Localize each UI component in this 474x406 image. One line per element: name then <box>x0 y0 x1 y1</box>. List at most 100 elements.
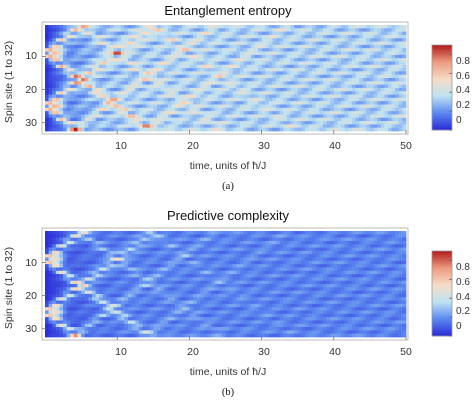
heatmap-cell <box>99 248 103 252</box>
heatmap-cell <box>200 91 204 95</box>
heatmap-cell <box>312 234 316 238</box>
heatmap-cell <box>305 71 309 75</box>
heatmap-cell <box>146 75 150 79</box>
heatmap-cell <box>294 261 298 265</box>
heatmap-cell <box>175 65 179 69</box>
heatmap-cell <box>272 65 276 69</box>
heatmap-cell <box>175 38 179 42</box>
heatmap-cell <box>207 124 211 128</box>
heatmap-cell <box>157 277 161 281</box>
heatmap-cell <box>215 118 219 122</box>
heatmap-cell <box>334 271 338 275</box>
heatmap-cell <box>99 45 103 49</box>
heatmap-cell <box>345 234 349 238</box>
heatmap-cell <box>139 108 143 112</box>
heatmap-cell <box>377 35 381 39</box>
heatmap-cell <box>139 81 143 85</box>
heatmap-cell <box>171 88 175 92</box>
heatmap-cell <box>99 264 103 268</box>
heatmap-cell <box>276 65 280 69</box>
heatmap-cell <box>319 271 323 275</box>
heatmap-cell <box>233 231 237 235</box>
heatmap-cell <box>352 231 356 235</box>
heatmap-cell <box>207 71 211 75</box>
heatmap-cell <box>56 78 60 82</box>
heatmap-cell <box>45 251 49 255</box>
heatmap-cell <box>298 78 302 82</box>
heatmap-cell <box>240 274 244 278</box>
heatmap-cell <box>207 121 211 125</box>
heatmap-cell <box>298 231 302 235</box>
heatmap-cell <box>290 105 294 109</box>
heatmap-cell <box>207 234 211 238</box>
heatmap-cell <box>294 88 298 92</box>
heatmap-cell <box>200 284 204 288</box>
heatmap-cell <box>345 114 349 118</box>
heatmap-cell <box>128 32 132 36</box>
heatmap-cell <box>355 25 359 29</box>
heatmap-cell <box>207 38 211 42</box>
heatmap-cell <box>236 238 240 242</box>
heatmap-cell <box>240 25 244 29</box>
heatmap-cell <box>355 118 359 122</box>
heatmap-cell <box>171 68 175 72</box>
heatmap-cell <box>81 42 85 46</box>
heatmap-cell <box>128 258 132 262</box>
heatmap-cell <box>146 248 150 252</box>
heatmap-cell <box>251 277 255 281</box>
heatmap-cell <box>67 85 71 89</box>
heatmap-cell <box>272 28 276 32</box>
heatmap-cell <box>218 52 222 56</box>
heatmap-cell <box>150 241 154 245</box>
heatmap-cell <box>49 274 53 278</box>
heatmap-cell <box>283 111 287 115</box>
heatmap-cell <box>85 55 89 59</box>
heatmap-cell <box>229 85 233 89</box>
heatmap-cell <box>142 254 146 258</box>
heatmap-cell <box>197 58 201 62</box>
heatmap-cell <box>305 52 309 56</box>
heatmap-cell <box>301 55 305 59</box>
heatmap-cell <box>374 88 378 92</box>
heatmap-cell <box>345 284 349 288</box>
heatmap-cell <box>157 91 161 95</box>
heatmap-cell <box>150 81 154 85</box>
heatmap-cell <box>233 101 237 105</box>
heatmap-cell <box>363 261 367 265</box>
heatmap-cell <box>327 105 331 109</box>
heatmap-cell <box>298 251 302 255</box>
heatmap-cell <box>251 58 255 62</box>
heatmap-cell <box>316 42 320 46</box>
heatmap-cell <box>193 108 197 112</box>
heatmap-cell <box>352 111 356 115</box>
heatmap-cell <box>161 238 165 242</box>
heatmap-cell <box>88 25 92 29</box>
heatmap-cell <box>49 281 53 285</box>
heatmap-cell <box>265 128 269 132</box>
heatmap-cell <box>200 267 204 271</box>
heatmap-cell <box>161 35 165 39</box>
heatmap-cell <box>59 25 63 29</box>
heatmap-cell <box>381 52 385 56</box>
heatmap-cell <box>146 277 150 281</box>
heatmap-cell <box>59 32 63 36</box>
heatmap-cell <box>132 241 136 245</box>
heatmap-cell <box>81 71 85 75</box>
heatmap-cell <box>85 75 89 79</box>
heatmap-cell <box>272 244 276 248</box>
heatmap-cell <box>189 238 193 242</box>
heatmap-cell <box>106 88 110 92</box>
heatmap-cell <box>204 108 208 112</box>
heatmap-cell <box>63 111 67 115</box>
heatmap-cell <box>309 114 313 118</box>
heatmap-cell <box>207 108 211 112</box>
heatmap-cell <box>179 101 183 105</box>
heatmap-cell <box>355 244 359 248</box>
heatmap-cell <box>106 121 110 125</box>
heatmap-cell <box>236 58 240 62</box>
heatmap-cell <box>240 45 244 49</box>
heatmap-cell <box>240 114 244 118</box>
heatmap-cell <box>114 38 118 42</box>
heatmap-cell <box>132 65 136 69</box>
heatmap-cell <box>74 241 78 245</box>
